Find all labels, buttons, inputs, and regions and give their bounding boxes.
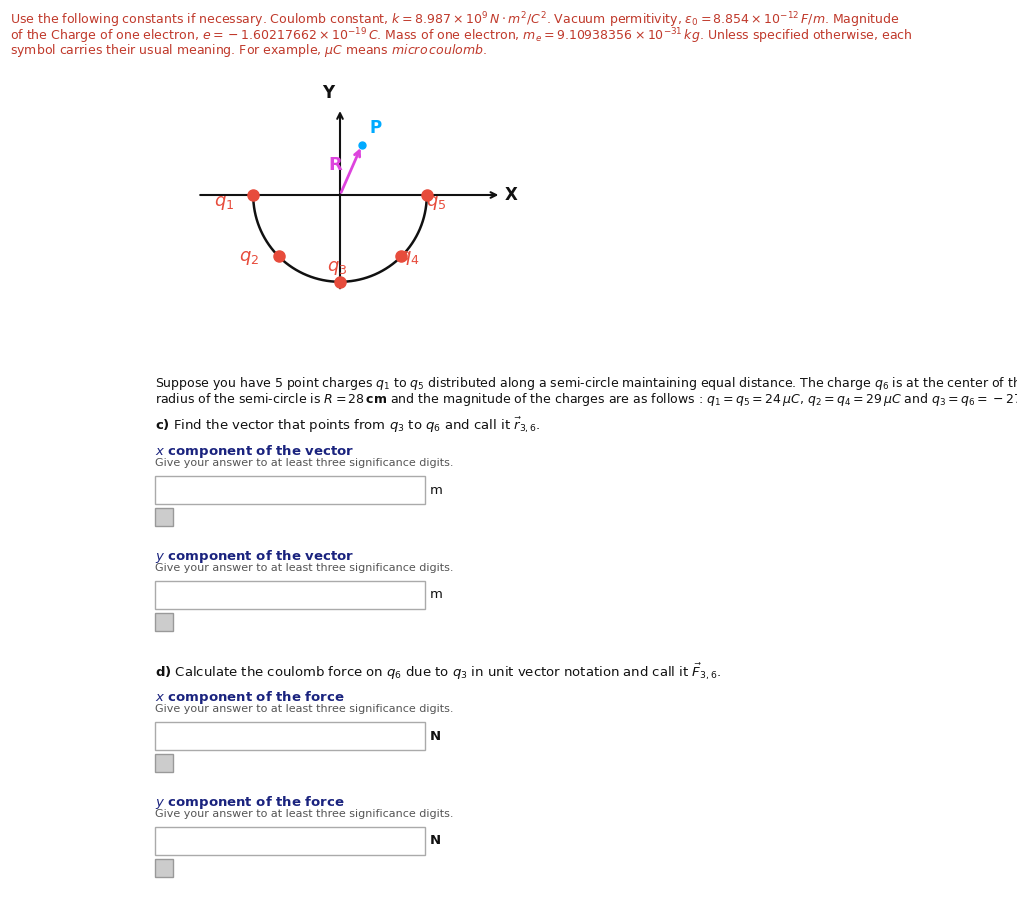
Text: $x$ component of the force: $x$ component of the force xyxy=(155,689,345,706)
Text: m: m xyxy=(430,588,442,602)
Text: $q_1$: $q_1$ xyxy=(214,194,234,212)
Bar xyxy=(155,859,173,877)
Text: R: R xyxy=(328,156,343,175)
Text: Give your answer to at least three significance digits.: Give your answer to at least three signi… xyxy=(155,809,454,819)
Text: Give your answer to at least three significance digits.: Give your answer to at least three signi… xyxy=(155,458,454,468)
Bar xyxy=(155,581,425,609)
Text: N: N xyxy=(430,834,441,847)
Text: X: X xyxy=(504,186,518,204)
Text: $q_2$: $q_2$ xyxy=(239,249,259,267)
Text: Y: Y xyxy=(322,84,335,102)
Text: Give your answer to at least three significance digits.: Give your answer to at least three signi… xyxy=(155,704,454,714)
Text: symbol carries their usual meaning. For example, $\mu C$ means $\mathit{micro\,c: symbol carries their usual meaning. For … xyxy=(10,42,487,59)
Text: $x$ component of the vector: $x$ component of the vector xyxy=(155,443,354,460)
Text: $y$ component of the vector: $y$ component of the vector xyxy=(155,548,354,565)
Text: $\mathbf{c)}$ Find the vector that points from $q_3$ to $q_6$ and call it $\vec{: $\mathbf{c)}$ Find the vector that point… xyxy=(155,415,541,435)
Bar xyxy=(155,508,173,526)
Text: Suppose you have 5 point charges $q_1$ to $q_5$ distributed along a semi-circle : Suppose you have 5 point charges $q_1$ t… xyxy=(155,375,1017,392)
Text: $\mathbf{d)}$ Calculate the coulomb force on $q_6$ due to $q_3$ in unit vector n: $\mathbf{d)}$ Calculate the coulomb forc… xyxy=(155,661,721,682)
Text: $y$ component of the force: $y$ component of the force xyxy=(155,794,345,811)
Bar xyxy=(155,754,173,772)
Text: of the Charge of one electron, $e = -1.60217662 \times 10^{-19} \, C$. Mass of o: of the Charge of one electron, $e = -1.6… xyxy=(10,26,912,45)
Text: radius of the semi-circle is $R = 28\,\mathbf{cm}$ and the magnitude of the char: radius of the semi-circle is $R = 28\,\m… xyxy=(155,391,1017,408)
Text: $q_4$: $q_4$ xyxy=(399,249,419,267)
Text: Give your answer to at least three significance digits.: Give your answer to at least three signi… xyxy=(155,563,454,573)
Text: m: m xyxy=(430,484,442,496)
Text: P: P xyxy=(370,119,381,137)
Bar xyxy=(155,827,425,855)
Text: $q_5$: $q_5$ xyxy=(426,194,446,212)
Bar xyxy=(155,476,425,504)
Bar xyxy=(155,613,173,631)
Text: $q_3$: $q_3$ xyxy=(326,259,347,277)
Text: N: N xyxy=(430,730,441,743)
Text: Use the following constants if necessary. Coulomb constant, $k = 8.987 \times 10: Use the following constants if necessary… xyxy=(10,10,900,30)
Bar xyxy=(155,722,425,750)
